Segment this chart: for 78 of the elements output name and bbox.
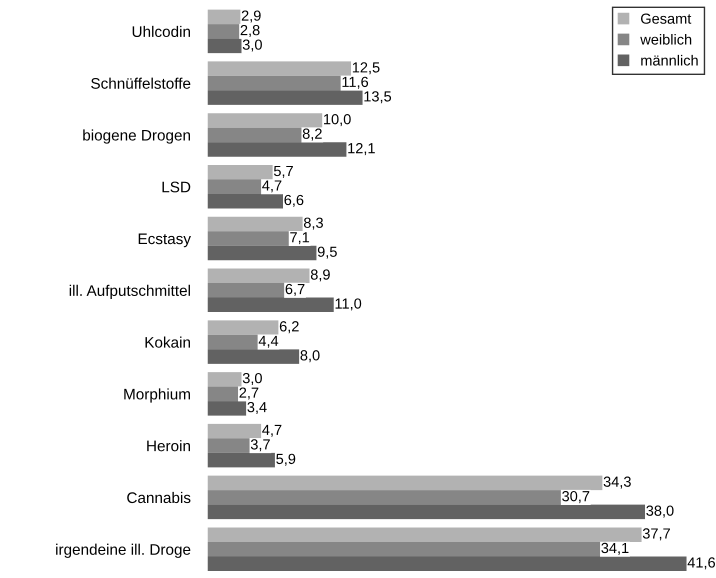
data-label: 3,0 — [242, 39, 262, 52]
data-label: 8,3 — [304, 218, 323, 230]
data-label: 41,6 — [688, 557, 715, 570]
bar — [208, 556, 688, 571]
bar — [208, 113, 323, 128]
bar — [208, 38, 242, 54]
data-label: 38,0 — [646, 506, 674, 518]
bar — [208, 10, 242, 24]
data-label: 5,7 — [274, 166, 293, 178]
data-label: 8,9 — [310, 269, 330, 282]
data-label: 37,7 — [642, 528, 670, 540]
data-label: 8,0 — [300, 350, 320, 362]
bar — [208, 438, 250, 453]
bar — [208, 490, 562, 505]
bar — [208, 452, 276, 468]
data-label: 3,4 — [247, 402, 267, 414]
data-label: 5,9 — [276, 454, 296, 466]
data-label: 6,7 — [286, 284, 304, 296]
data-label: 3,7 — [250, 439, 270, 452]
data-label: 10,0 — [324, 114, 351, 126]
y-tick-label: ill. Aufputschmittel — [70, 284, 190, 299]
data-label: 4,4 — [258, 336, 278, 348]
bar — [208, 542, 601, 556]
bar — [208, 194, 284, 208]
bar — [208, 424, 262, 438]
bar — [208, 527, 642, 542]
data-label: 11,6 — [342, 76, 368, 89]
data-label: 34,3 — [604, 476, 631, 489]
y-tick-label: Kokain — [146, 336, 190, 348]
bar — [208, 268, 310, 284]
data-label: 2,7 — [240, 387, 258, 400]
y-tick-label: irgendeine ill. Droge — [56, 544, 190, 558]
bar — [208, 504, 646, 520]
bar — [208, 401, 247, 416]
legend-label: Gesamt — [641, 13, 692, 24]
y-tick-label: Uhlcodin — [132, 26, 190, 38]
data-label: 4,7 — [262, 180, 282, 192]
bar — [208, 372, 242, 387]
y-tick-label: Heroin — [147, 440, 190, 452]
data-label: 12,1 — [348, 143, 375, 156]
bar — [208, 61, 352, 76]
data-label: 4,7 — [262, 424, 282, 437]
data-label: 12,5 — [352, 62, 380, 74]
bar — [208, 90, 364, 105]
bar — [208, 320, 280, 335]
bar — [208, 298, 334, 312]
bar — [208, 142, 348, 157]
bar — [208, 179, 262, 194]
y-tick-label: biogene Drogen — [83, 129, 190, 144]
bar — [208, 216, 304, 232]
bar — [208, 349, 300, 364]
bar — [208, 231, 290, 246]
bar — [208, 246, 318, 260]
legend-label: weiblich — [640, 34, 692, 45]
y-tick-label: Schnüffelstoffe — [91, 78, 190, 89]
bar — [208, 334, 258, 350]
data-label: 11,0 — [336, 298, 362, 310]
y-tick-label: Morphium — [124, 388, 190, 403]
data-label: 13,5 — [364, 91, 392, 104]
bar — [208, 128, 302, 142]
data-label: 8,2 — [302, 128, 322, 141]
data-label: 6,2 — [280, 321, 299, 334]
y-tick-label: Ecstasy — [138, 234, 191, 248]
bar — [208, 476, 604, 490]
bar — [208, 24, 240, 39]
data-label: 7,1 — [290, 232, 310, 244]
y-tick-label: LSD — [162, 182, 190, 192]
data-label: 9,5 — [318, 246, 337, 259]
data-label: 2,8 — [240, 24, 260, 38]
bar — [208, 283, 285, 298]
data-label: 34,1 — [601, 542, 628, 555]
bar — [208, 164, 274, 180]
y-tick-label: Cannabis — [127, 492, 190, 504]
legend-label: männlich — [641, 54, 698, 66]
data-label: 6,6 — [284, 194, 304, 207]
data-label: 3,0 — [242, 372, 262, 385]
data-label: 2,9 — [242, 10, 261, 23]
data-label: 30,7 — [562, 491, 590, 504]
